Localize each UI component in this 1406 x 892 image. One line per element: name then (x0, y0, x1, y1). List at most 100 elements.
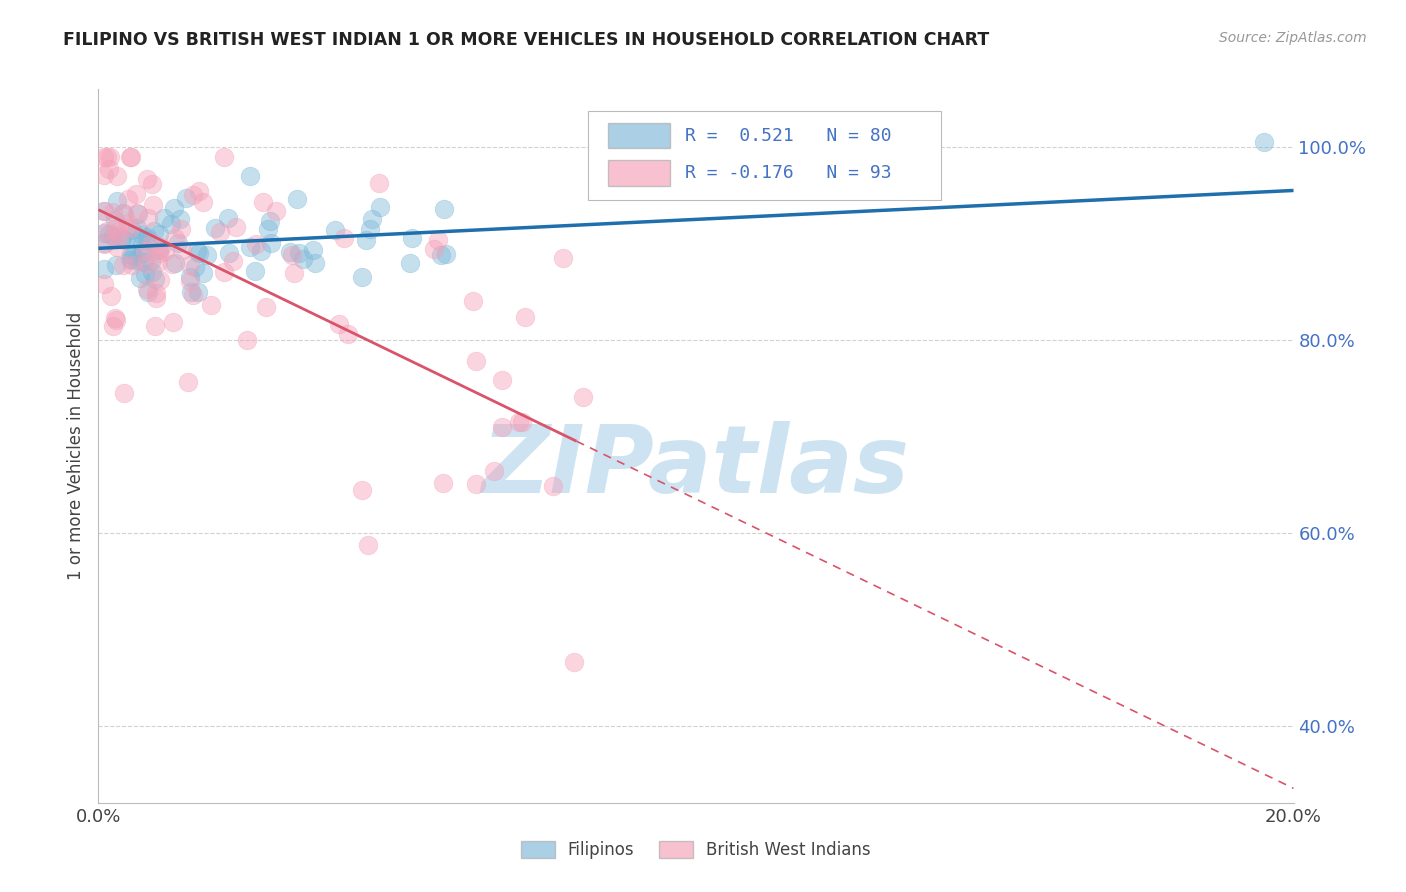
Legend: Filipinos, British West Indians: Filipinos, British West Indians (515, 834, 877, 866)
Point (245, 237, 267, 252)
Point (285, 193, 308, 207)
Point (93, 261, 115, 276)
Point (112, 385, 135, 400)
Point (332, 231, 354, 245)
Point (117, 192, 139, 206)
Point (104, 258, 127, 272)
Point (104, 312, 127, 326)
Point (110, 232, 132, 246)
Point (180, 285, 202, 299)
Point (212, 150, 235, 164)
Point (98, 150, 121, 164)
Point (259, 214, 281, 228)
Point (200, 298, 222, 312)
Point (257, 221, 280, 235)
Point (302, 243, 325, 257)
Point (127, 234, 149, 248)
Point (193, 266, 215, 280)
Point (179, 269, 201, 284)
Point (398, 256, 420, 270)
Point (136, 285, 159, 299)
Point (141, 253, 163, 268)
Point (367, 177, 389, 191)
Point (120, 150, 142, 164)
Text: R =  0.521   N = 80: R = 0.521 N = 80 (685, 127, 891, 145)
Point (128, 271, 150, 285)
Point (423, 242, 446, 256)
Point (337, 326, 360, 341)
Point (148, 227, 170, 241)
Point (239, 239, 262, 253)
Point (176, 376, 198, 390)
Point (145, 291, 167, 305)
Point (195, 248, 218, 262)
Point (218, 246, 240, 260)
Point (350, 483, 373, 498)
Point (136, 281, 159, 295)
Point (93, 277, 115, 291)
Point (179, 275, 201, 289)
Point (132, 255, 155, 269)
Point (100, 289, 122, 303)
Point (491, 420, 513, 434)
Point (432, 475, 454, 490)
Point (170, 221, 193, 235)
Point (136, 172, 159, 186)
Point (323, 222, 346, 236)
Point (222, 253, 245, 268)
Point (107, 229, 129, 244)
Point (433, 202, 456, 217)
Point (208, 225, 231, 239)
Point (103, 222, 125, 236)
Point (110, 231, 132, 245)
Point (148, 243, 170, 257)
Point (141, 265, 163, 279)
Point (155, 244, 177, 259)
Point (134, 244, 156, 258)
Point (131, 245, 153, 260)
Point (104, 212, 127, 227)
Point (352, 270, 374, 285)
Point (97, 162, 120, 177)
Point (120, 150, 142, 164)
Point (121, 252, 143, 267)
Point (304, 256, 326, 270)
Point (252, 195, 274, 210)
Point (120, 248, 142, 262)
Point (111, 205, 134, 219)
Point (107, 224, 129, 238)
Point (141, 177, 163, 191)
Point (328, 317, 350, 331)
Point (465, 354, 488, 368)
Point (117, 216, 139, 230)
Point (149, 239, 172, 253)
Point (508, 415, 530, 429)
Text: FILIPINO VS BRITISH WEST INDIAN 1 OR MORE VEHICLES IN HOUSEHOLD CORRELATION CHAR: FILIPINO VS BRITISH WEST INDIAN 1 OR MOR… (63, 31, 990, 49)
Point (125, 187, 148, 202)
Point (160, 258, 183, 272)
Point (239, 169, 262, 183)
Point (401, 231, 423, 245)
Point (266, 203, 288, 218)
Point (93, 204, 115, 219)
Point (142, 197, 165, 211)
Point (131, 228, 153, 243)
Point (96, 224, 118, 238)
Point (280, 245, 302, 260)
Point (235, 333, 257, 347)
Point (356, 538, 378, 552)
Point (101, 228, 124, 243)
Point (571, 390, 593, 404)
Point (120, 220, 142, 235)
Point (93, 150, 115, 164)
Text: ZIPatlas: ZIPatlas (482, 421, 910, 514)
Point (188, 184, 211, 198)
Point (135, 257, 157, 271)
Point (112, 207, 135, 221)
Point (118, 252, 141, 267)
Point (354, 234, 377, 248)
Point (169, 212, 191, 227)
Point (281, 248, 304, 262)
Point (463, 294, 485, 309)
Point (283, 266, 305, 280)
